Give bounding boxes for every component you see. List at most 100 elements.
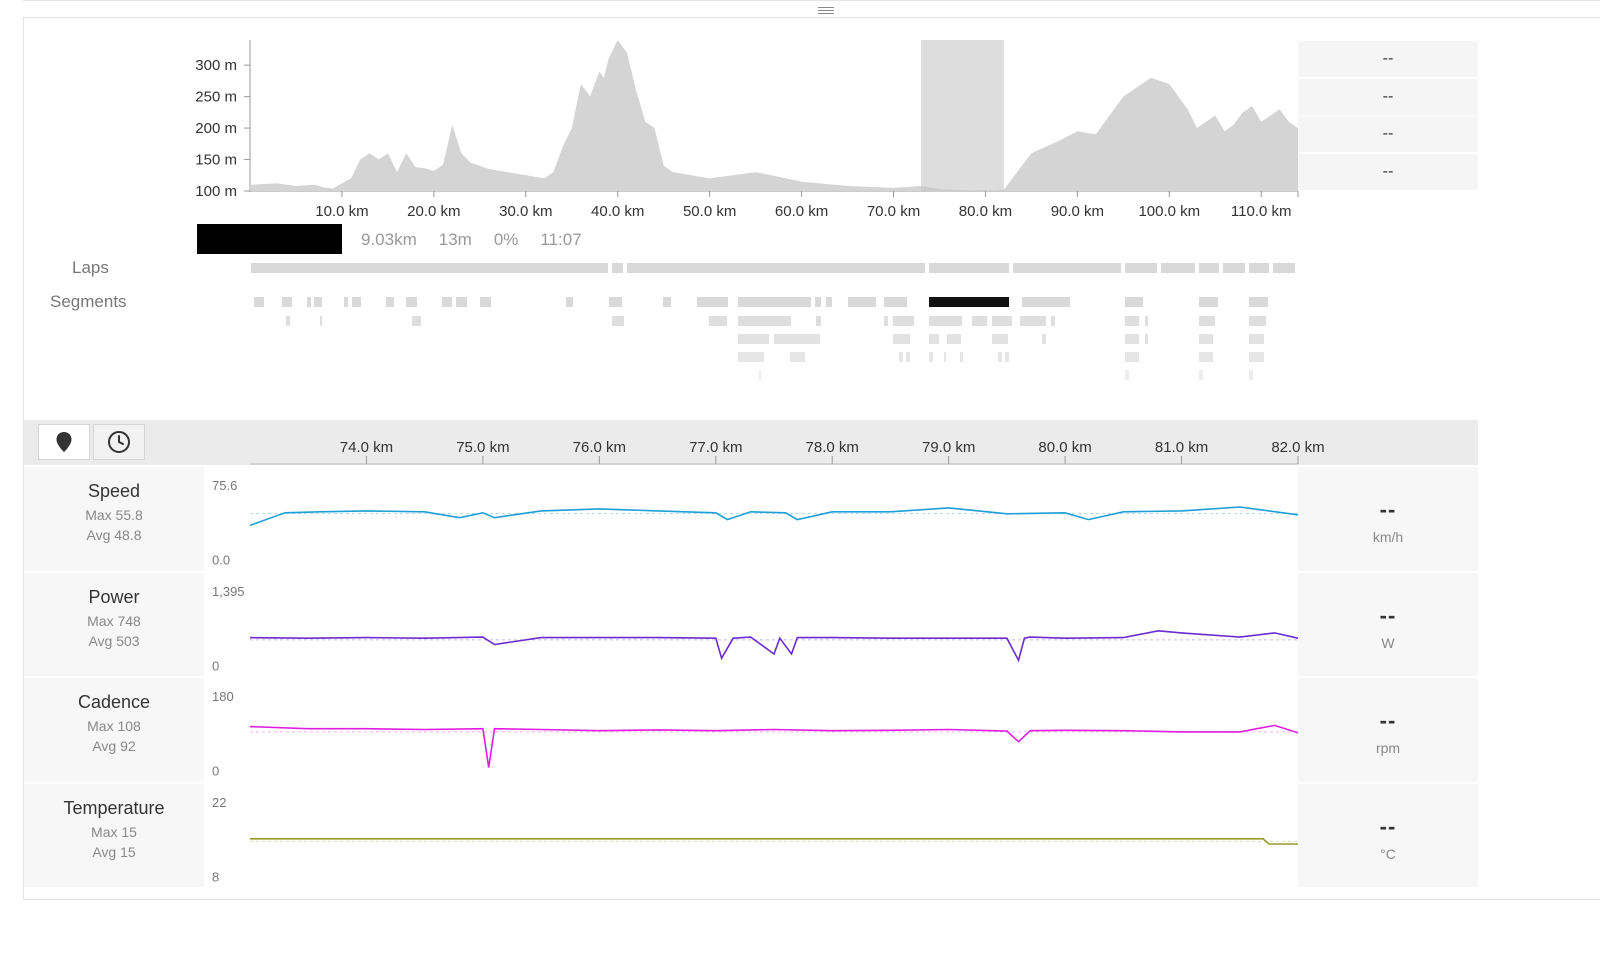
segment-bar-selected[interactable] <box>929 297 1009 307</box>
segment-bar[interactable] <box>566 297 573 307</box>
segments-row-4[interactable] <box>738 352 1264 362</box>
segment-bar[interactable] <box>1005 352 1009 362</box>
segment-bar[interactable] <box>960 352 963 362</box>
segment-bar[interactable] <box>307 297 311 307</box>
segment-bar[interactable] <box>998 352 1002 362</box>
segments-row-3[interactable] <box>738 334 1264 344</box>
lap-bar[interactable] <box>251 263 608 273</box>
segment-bar[interactable] <box>884 297 907 307</box>
segment-bar[interactable] <box>1042 334 1046 344</box>
metric-chart-power[interactable]: 1,395 0 <box>204 573 1298 677</box>
elevation-chart[interactable]: 300 m 250 m 200 m 150 m 100 m 10.0 km 20.0 km… <box>0 0 1600 260</box>
segment-bar[interactable] <box>826 297 832 307</box>
metric-chart-temperature[interactable]: 22 8 <box>204 784 1298 888</box>
segment-bar[interactable] <box>899 352 903 362</box>
lap-bar[interactable] <box>1273 263 1295 273</box>
segment-bar[interactable] <box>1249 352 1264 362</box>
laps-row[interactable] <box>251 263 1295 273</box>
segment-bar[interactable] <box>1020 316 1046 326</box>
segment-bar[interactable] <box>612 316 624 326</box>
segment-bar[interactable] <box>609 297 622 307</box>
segment-bar[interactable] <box>1125 297 1143 307</box>
segment-bar[interactable] <box>282 297 292 307</box>
segment-bar[interactable] <box>944 352 946 362</box>
segment-bar[interactable] <box>906 352 910 362</box>
segments-row-5[interactable] <box>759 370 1253 380</box>
segment-bar[interactable] <box>442 297 452 307</box>
segment-bar[interactable] <box>1249 370 1253 380</box>
segment-bar[interactable] <box>1145 316 1148 326</box>
segments-row-2[interactable] <box>286 316 1266 326</box>
segment-bar[interactable] <box>884 316 888 326</box>
segment-bar[interactable] <box>774 334 820 344</box>
segment-bar[interactable] <box>790 352 805 362</box>
segment-bar[interactable] <box>929 334 939 344</box>
segment-bar[interactable] <box>1249 316 1266 326</box>
lap-bar[interactable] <box>1199 263 1219 273</box>
metric-avg: Avg 15 <box>92 843 136 860</box>
segment-bar[interactable] <box>254 297 264 307</box>
segment-bar[interactable] <box>697 297 728 307</box>
lap-bar[interactable] <box>627 263 925 273</box>
segment-bar[interactable] <box>816 316 821 326</box>
lap-bar[interactable] <box>612 263 623 273</box>
segment-bar[interactable] <box>759 370 761 380</box>
segment-bar[interactable] <box>386 297 394 307</box>
elevation-x-tick-label: 30.0 km <box>499 203 552 220</box>
segment-bar[interactable] <box>320 316 322 326</box>
segment-bar[interactable] <box>1145 334 1148 344</box>
lap-bar[interactable] <box>1249 263 1269 273</box>
laps-segments-track[interactable] <box>0 0 1600 400</box>
segment-bar[interactable] <box>1249 334 1264 344</box>
segment-bar[interactable] <box>1125 316 1139 326</box>
segment-bar[interactable] <box>992 316 1012 326</box>
segment-bar[interactable] <box>314 297 322 307</box>
segment-bar[interactable] <box>352 297 361 307</box>
segment-bar[interactable] <box>992 334 1008 344</box>
segment-bar[interactable] <box>893 316 914 326</box>
segment-bar[interactable] <box>1199 334 1213 344</box>
segment-bar[interactable] <box>1199 370 1203 380</box>
segment-bar[interactable] <box>738 297 811 307</box>
segment-bar[interactable] <box>1125 334 1139 344</box>
segment-bar[interactable] <box>344 297 348 307</box>
segment-bar[interactable] <box>1199 316 1215 326</box>
segment-bar[interactable] <box>929 316 962 326</box>
lap-bar[interactable] <box>929 263 1009 273</box>
segment-bar[interactable] <box>1125 352 1139 362</box>
segment-bar[interactable] <box>1199 297 1218 307</box>
drag-handle-icon[interactable] <box>818 7 834 14</box>
segment-bar[interactable] <box>738 316 791 326</box>
segment-bar[interactable] <box>1249 297 1268 307</box>
segments-row-1[interactable] <box>254 297 1268 307</box>
segment-bar[interactable] <box>1051 316 1055 326</box>
distance-mode-button[interactable] <box>38 424 90 460</box>
segment-bar[interactable] <box>1022 297 1070 307</box>
segment-bar[interactable] <box>1125 370 1129 380</box>
segment-bar[interactable] <box>738 334 769 344</box>
segment-bar[interactable] <box>406 297 417 307</box>
elevation-selection-window[interactable] <box>921 40 1004 191</box>
top-resize-bar[interactable] <box>23 0 1600 18</box>
segment-bar[interactable] <box>848 297 876 307</box>
segment-bar[interactable] <box>456 297 467 307</box>
segment-bar[interactable] <box>286 316 290 326</box>
segment-bar[interactable] <box>480 297 491 307</box>
time-mode-button[interactable] <box>93 424 145 460</box>
segment-bar[interactable] <box>709 316 727 326</box>
segment-bar[interactable] <box>972 316 987 326</box>
segment-bar[interactable] <box>893 334 910 344</box>
segment-bar[interactable] <box>663 297 671 307</box>
lap-bar[interactable] <box>1013 263 1121 273</box>
metric-chart-speed[interactable]: 75.6 0.0 <box>204 467 1298 571</box>
lap-bar[interactable] <box>1161 263 1195 273</box>
segment-bar[interactable] <box>815 297 821 307</box>
segment-bar[interactable] <box>738 352 764 362</box>
lap-bar[interactable] <box>1125 263 1157 273</box>
segment-bar[interactable] <box>947 334 961 344</box>
segment-bar[interactable] <box>929 352 933 362</box>
segment-bar[interactable] <box>412 316 421 326</box>
segment-bar[interactable] <box>1199 352 1213 362</box>
lap-bar[interactable] <box>1223 263 1245 273</box>
